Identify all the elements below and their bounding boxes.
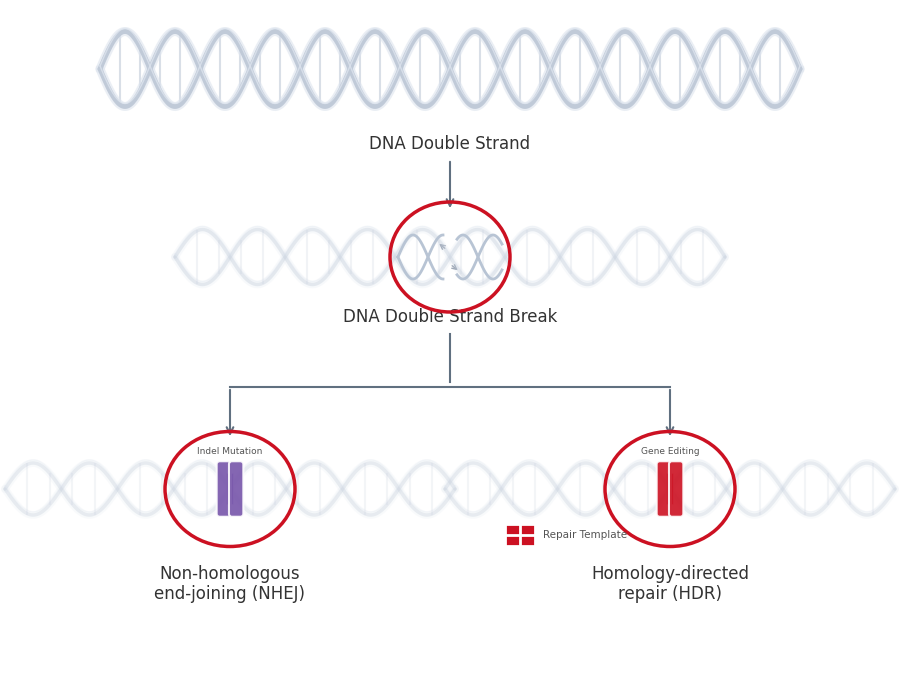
Text: Repair Template: Repair Template (543, 530, 627, 540)
Text: DNA Double Strand Break: DNA Double Strand Break (343, 308, 557, 326)
Text: Indel Mutation: Indel Mutation (197, 447, 263, 456)
FancyBboxPatch shape (217, 461, 231, 517)
FancyBboxPatch shape (505, 524, 535, 546)
FancyBboxPatch shape (657, 461, 671, 517)
FancyBboxPatch shape (227, 473, 234, 505)
Text: Homology-directed
repair (HDR): Homology-directed repair (HDR) (591, 565, 749, 604)
FancyBboxPatch shape (666, 473, 673, 505)
Text: DNA Double Strand: DNA Double Strand (369, 135, 531, 153)
Text: Non-homologous
end-joining (NHEJ): Non-homologous end-joining (NHEJ) (155, 565, 305, 604)
FancyBboxPatch shape (229, 461, 243, 517)
Text: Gene Editing: Gene Editing (641, 447, 699, 456)
FancyBboxPatch shape (669, 461, 683, 517)
